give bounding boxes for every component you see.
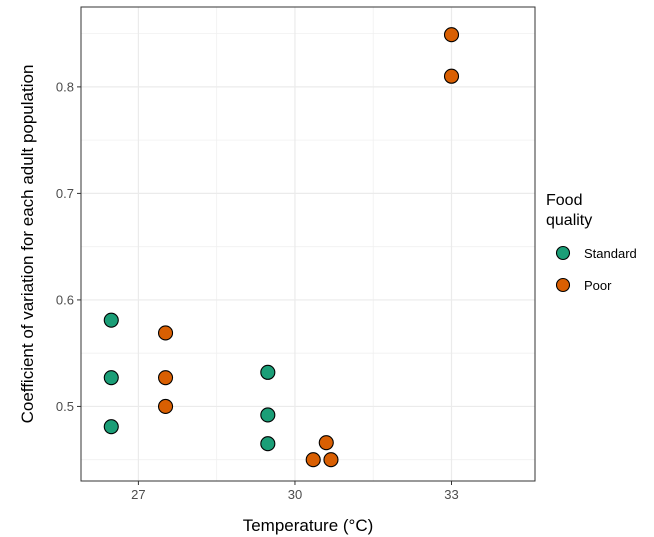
legend-label-standard: Standard [584, 246, 637, 261]
data-point-poor [305, 452, 321, 468]
grid-lines [81, 7, 535, 481]
data-point-poor [318, 435, 334, 451]
data-point-poor [157, 398, 174, 414]
data-point-standard [103, 419, 119, 435]
legend-key-poor [555, 277, 571, 293]
data-point-poor [157, 325, 174, 341]
legend-key-standard [555, 245, 571, 261]
data-point-poor [443, 68, 460, 84]
y-tick-label: 0.6 [56, 292, 74, 307]
y-axis-title: Coefficient of variation for each adult … [18, 65, 37, 424]
data-point-poor [443, 27, 460, 43]
legend-title: Food quality [546, 192, 592, 229]
y-tick-label: 0.5 [56, 399, 74, 414]
data-point-standard [260, 407, 276, 423]
data-points [103, 27, 460, 468]
data-point-poor [323, 452, 339, 468]
x-axis-title: Temperature (°C) [243, 516, 374, 535]
x-tick-label: 30 [288, 487, 302, 502]
x-tick-label: 27 [131, 487, 145, 502]
legend-label-poor: Poor [584, 278, 612, 293]
data-point-standard [103, 312, 119, 328]
data-point-standard [260, 364, 276, 380]
axis-ticks: 0.5 0.6 0.7 0.8 27 30 33 [56, 79, 459, 502]
data-point-standard [260, 436, 276, 452]
data-point-standard [103, 370, 119, 386]
plot-panel [81, 7, 535, 481]
x-tick-label: 33 [444, 487, 458, 502]
y-tick-label: 0.7 [56, 186, 74, 201]
y-tick-label: 0.8 [56, 79, 74, 94]
legend: Food quality Standard Poor [546, 192, 637, 293]
plot-border [80, 6, 536, 482]
data-point-poor [157, 370, 174, 386]
